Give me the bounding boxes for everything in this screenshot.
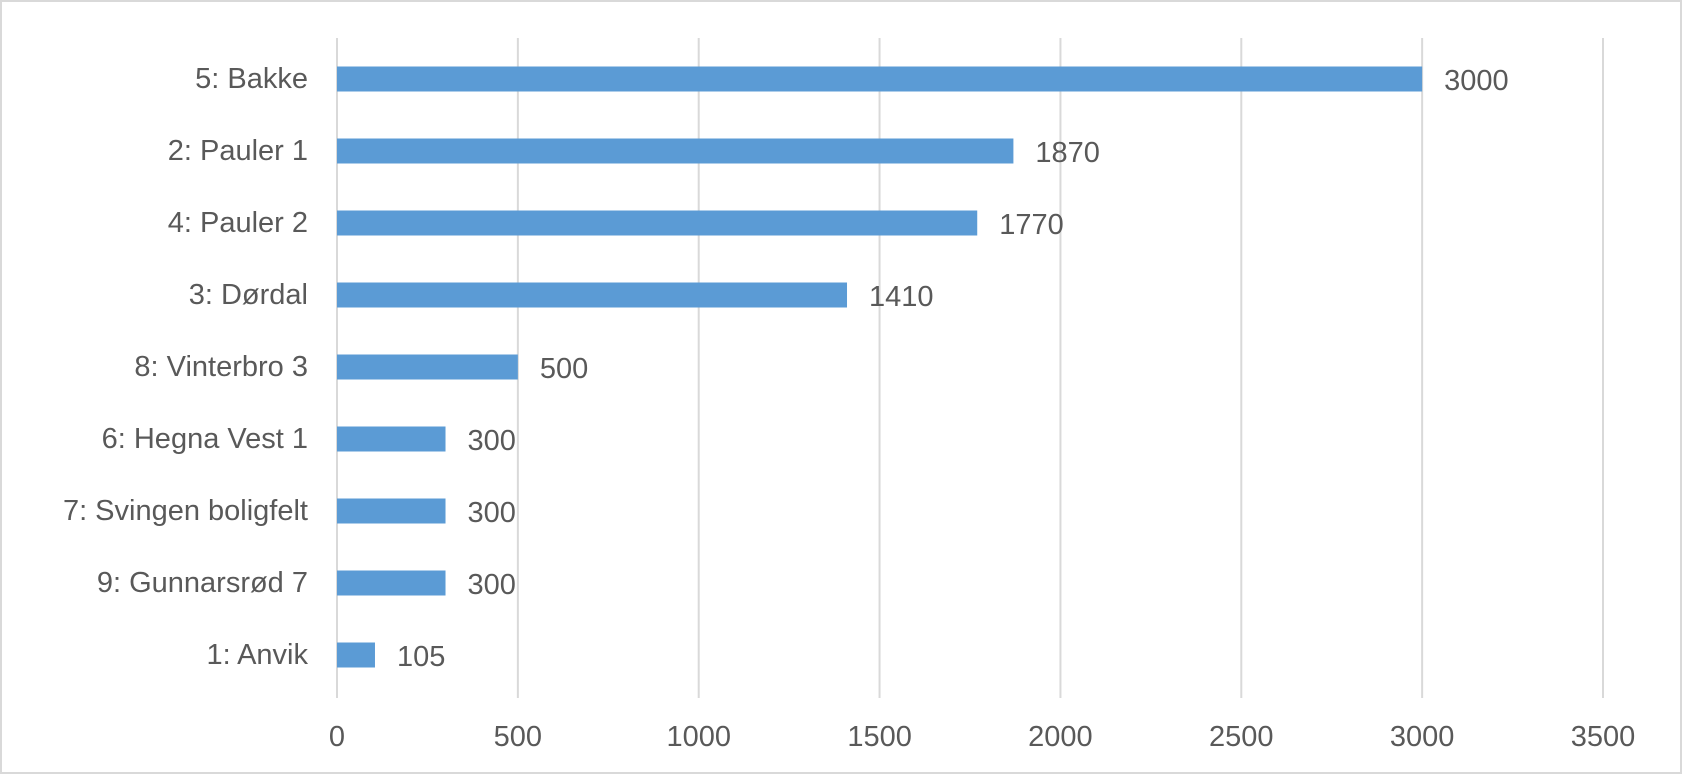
category-label: 2: Pauler 1 xyxy=(168,135,308,167)
data-label: 1870 xyxy=(1035,137,1100,169)
category-labels: 5: Bakke 2: Pauler 1 4: Pauler 2 3: Dørdal 8… xyxy=(63,63,309,671)
x-axis-tick-labels: 0 500 1000 1500 2000 2500 3000 3500 xyxy=(329,721,1635,753)
category-label: 1: Anvik xyxy=(206,639,308,671)
x-tick-label: 1500 xyxy=(847,721,912,753)
data-label: 3000 xyxy=(1444,65,1509,97)
x-tick-label: 3500 xyxy=(1571,721,1636,753)
bar xyxy=(337,426,446,452)
data-label: 300 xyxy=(468,425,516,457)
category-label: 4: Pauler 2 xyxy=(168,207,308,239)
category-label: 6: Hegna Vest 1 xyxy=(102,423,308,455)
data-label: 300 xyxy=(468,497,516,529)
x-tick-label: 3000 xyxy=(1390,721,1455,753)
bar xyxy=(337,210,978,236)
data-label: 1410 xyxy=(869,281,934,313)
bar xyxy=(337,282,848,308)
category-label: 7: Svingen boligfelt xyxy=(63,495,308,527)
bar xyxy=(337,642,375,668)
value-labels: 3000 1870 1770 1410 500 300 300 300 105 xyxy=(397,65,1509,673)
category-label: 8: Vinterbro 3 xyxy=(134,351,308,383)
bar xyxy=(337,354,518,380)
x-tick-label: 1000 xyxy=(666,721,731,753)
gridlines xyxy=(336,38,1604,698)
bar xyxy=(337,570,446,596)
bars xyxy=(337,66,1423,668)
data-label: 300 xyxy=(468,569,516,601)
bar xyxy=(337,138,1014,164)
bar xyxy=(337,66,1423,92)
x-tick-label: 0 xyxy=(329,721,345,753)
category-label: 9: Gunnarsrød 7 xyxy=(97,567,308,599)
x-tick-label: 2500 xyxy=(1209,721,1274,753)
data-label: 1770 xyxy=(999,209,1064,241)
data-label: 500 xyxy=(540,353,588,385)
data-label: 105 xyxy=(397,641,445,673)
category-label: 3: Dørdal xyxy=(189,279,308,311)
bar xyxy=(337,498,446,524)
x-tick-label: 500 xyxy=(494,721,542,753)
category-label: 5: Bakke xyxy=(195,63,308,95)
x-tick-label: 2000 xyxy=(1028,721,1093,753)
